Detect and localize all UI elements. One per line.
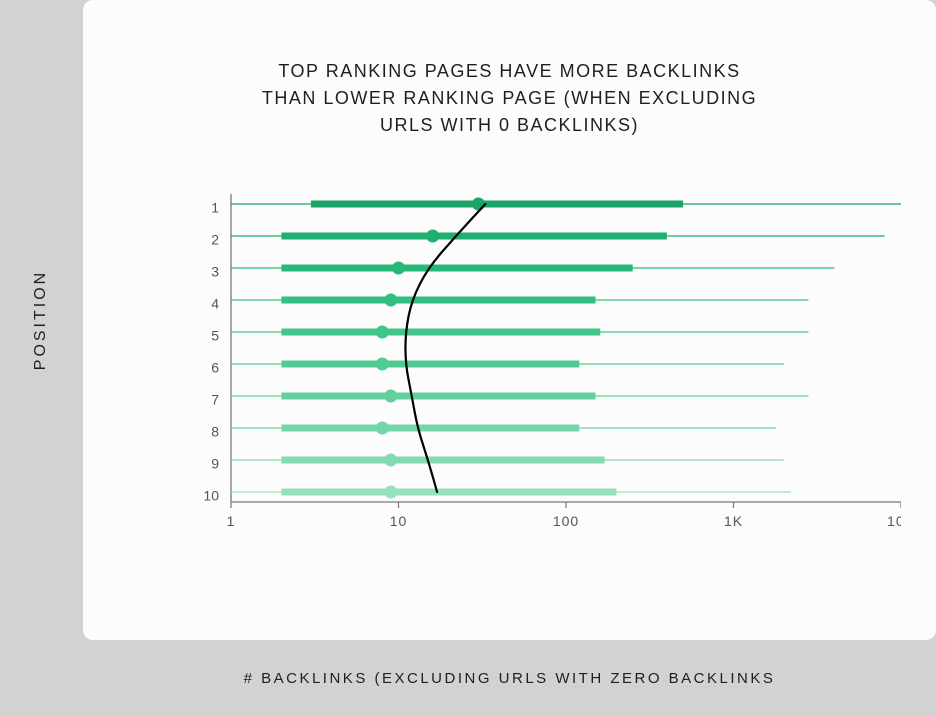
- y-tick-label: 1: [211, 200, 219, 216]
- median-dot: [392, 262, 405, 275]
- y-tick-label: 3: [211, 264, 219, 280]
- y-axis-label-container: POSITION: [0, 0, 83, 640]
- title-line-2: THAN LOWER RANKING PAGE (WHEN EXCLUDING: [262, 88, 757, 108]
- x-axis-label-container: # BACKLINKS (EXCLUDING URLS WITH ZERO BA…: [83, 640, 936, 716]
- median-dot: [472, 198, 485, 211]
- y-tick-label: 9: [211, 456, 219, 472]
- trend-curve: [405, 204, 485, 492]
- y-tick-label: 7: [211, 392, 219, 408]
- y-tick-label: 2: [211, 232, 219, 248]
- plot-svg: 1 10 100 1K 10K 1 2 3 4 5 6 7 8 9 10: [191, 186, 901, 546]
- median-dot: [384, 294, 397, 307]
- x-tick-label: 10: [390, 513, 408, 529]
- median-dot: [384, 390, 397, 403]
- median-dot: [376, 422, 389, 435]
- median-dot: [376, 358, 389, 371]
- chart-card: TOP RANKING PAGES HAVE MORE BACKLINKS TH…: [83, 0, 936, 640]
- y-tick-label: 8: [211, 424, 219, 440]
- y-tick-label: 4: [211, 296, 219, 312]
- x-tick-label: 1K: [724, 513, 743, 529]
- title-line-3: URLS WITH 0 BACKLINKS): [380, 115, 639, 135]
- chart-frame: POSITION TOP RANKING PAGES HAVE MORE BAC…: [0, 0, 936, 716]
- median-dot: [426, 230, 439, 243]
- y-tick-label: 6: [211, 360, 219, 376]
- x-axis-label: # BACKLINKS (EXCLUDING URLS WITH ZERO BA…: [244, 670, 776, 687]
- median-dot: [376, 326, 389, 339]
- chart-title: TOP RANKING PAGES HAVE MORE BACKLINKS TH…: [83, 58, 936, 139]
- y-axis-label: POSITION: [33, 270, 51, 370]
- x-tick-label: 1: [227, 513, 236, 529]
- y-tick-label: 5: [211, 328, 219, 344]
- plot-area: 1 10 100 1K 10K 1 2 3 4 5 6 7 8 9 10: [191, 186, 901, 546]
- x-tick-label: 10K: [887, 513, 901, 529]
- title-line-1: TOP RANKING PAGES HAVE MORE BACKLINKS: [278, 61, 740, 81]
- median-dot: [384, 486, 397, 499]
- median-dot: [384, 454, 397, 467]
- y-tick-label: 10: [203, 488, 219, 504]
- x-tick-label: 100: [553, 513, 579, 529]
